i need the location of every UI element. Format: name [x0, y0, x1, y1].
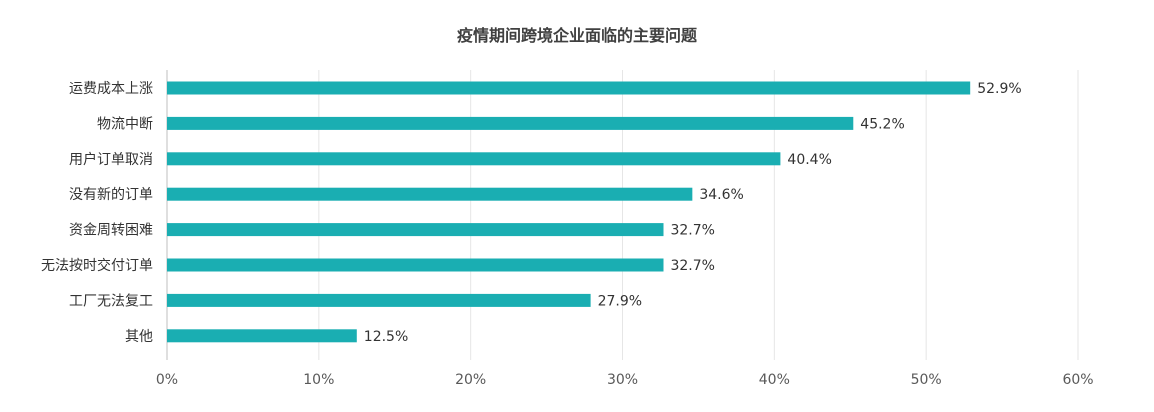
data-label: 40.4%: [787, 152, 831, 168]
bar: [167, 293, 591, 307]
bar: [167, 81, 971, 95]
category-label: 资金周转困难: [69, 223, 153, 239]
category-label: 无法按时交付订单: [41, 257, 153, 274]
category-label: 其他: [125, 329, 153, 345]
x-tick-label: 60%: [1062, 372, 1093, 388]
category-label: 运费成本上涨: [69, 81, 153, 97]
bar: [167, 152, 781, 166]
data-label: 32.7%: [670, 223, 714, 239]
bar: [167, 223, 664, 237]
bar: [167, 329, 357, 343]
bar: [167, 116, 854, 130]
bar: [167, 258, 664, 272]
data-label: 27.9%: [598, 293, 642, 309]
category-label: 物流中断: [97, 116, 153, 132]
bar: [167, 187, 693, 201]
x-tick-label: 10%: [303, 372, 334, 388]
chart-title: 疫情期间跨境企业面临的主要问题: [456, 26, 697, 45]
x-tick-label: 30%: [607, 372, 638, 388]
data-label: 12.5%: [364, 329, 408, 345]
x-tick-label: 20%: [455, 372, 486, 388]
x-tick-label: 40%: [759, 372, 790, 388]
data-label: 32.7%: [670, 258, 714, 274]
data-label: 52.9%: [977, 81, 1021, 97]
x-tick-label: 0%: [156, 372, 178, 388]
category-label: 工厂无法复工: [69, 292, 153, 309]
x-tick-label: 50%: [911, 372, 942, 388]
category-label: 用户订单取消: [69, 151, 153, 168]
data-label: 34.6%: [699, 187, 743, 203]
category-label: 没有新的订单: [69, 187, 153, 203]
data-label: 45.2%: [860, 116, 904, 132]
